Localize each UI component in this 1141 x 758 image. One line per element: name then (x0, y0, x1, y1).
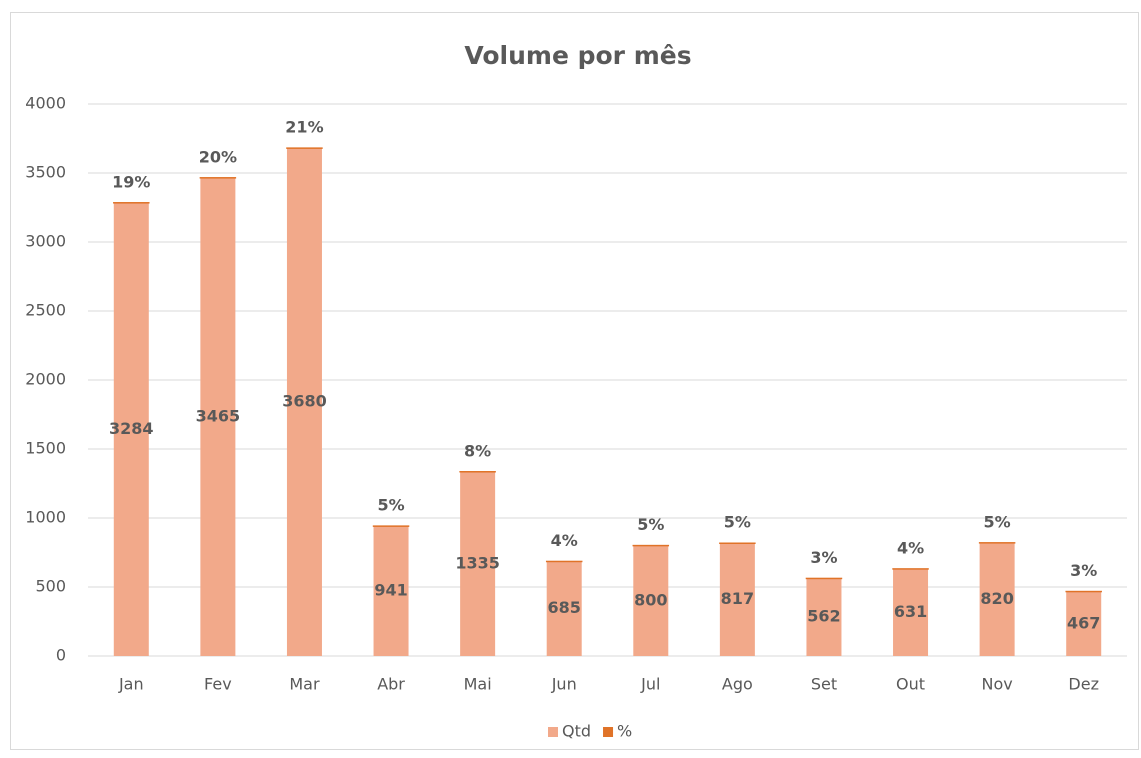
data-label: 800 (634, 590, 667, 609)
x-tick-label: Mar (289, 675, 320, 694)
data-label: 631 (894, 602, 927, 621)
bar-segment (546, 561, 582, 656)
data-label: 8% (464, 441, 491, 460)
bar-segment (719, 543, 755, 656)
data-label: 5% (637, 515, 664, 534)
bar-segment (633, 545, 669, 656)
x-tick-label: Out (896, 675, 925, 694)
data-label: 3284 (109, 419, 154, 438)
y-tick-label: 1500 (25, 439, 66, 458)
legend-swatch (603, 727, 614, 737)
x-tick-label: Ago (722, 675, 753, 694)
x-tick-label: Abr (377, 675, 405, 694)
data-label: 562 (807, 607, 840, 626)
bar-segment (893, 568, 929, 656)
data-label: 820 (980, 589, 1013, 608)
data-label: 685 (548, 598, 581, 617)
data-label: 467 (1067, 613, 1100, 632)
x-tick-label: Mai (464, 675, 492, 694)
data-label: 19% (112, 172, 150, 191)
bar-segment (286, 148, 322, 656)
data-label: 3% (1070, 561, 1097, 580)
bar-segment (460, 471, 496, 656)
data-label: 21% (285, 118, 323, 137)
data-label: 20% (199, 147, 237, 166)
y-tick-label: 0 (56, 646, 66, 665)
data-label: 1335 (455, 553, 500, 572)
data-label: 5% (724, 513, 751, 532)
legend-label: Qtd (562, 722, 591, 741)
data-label: 3680 (282, 392, 327, 411)
bar-segment (1066, 591, 1102, 656)
chart-title: Volume por mês (464, 41, 691, 70)
y-tick-label: 2000 (25, 370, 66, 389)
x-tick-label: Set (811, 675, 837, 694)
x-tick-label: Dez (1068, 675, 1099, 694)
x-tick-label: Jun (551, 675, 577, 694)
data-label: 941 (374, 581, 407, 600)
x-tick-label: Nov (982, 675, 1013, 694)
y-tick-label: 4000 (25, 94, 66, 113)
y-tick-label: 1000 (25, 508, 66, 527)
data-label: 3% (810, 548, 837, 567)
data-label: 3465 (196, 406, 241, 425)
x-tick-label: Fev (204, 675, 232, 694)
y-tick-label: 3500 (25, 163, 66, 182)
bar-segment (113, 202, 149, 657)
bar-segment (373, 526, 409, 656)
data-label: 5% (984, 512, 1011, 531)
legend-label: % (617, 722, 632, 741)
y-tick-label: 2500 (25, 301, 66, 320)
x-tick-label: Jan (118, 675, 144, 694)
y-tick-label: 3000 (25, 232, 66, 251)
data-label: 5% (377, 496, 404, 515)
bar-segment (979, 542, 1015, 656)
data-label: 4% (897, 538, 924, 557)
data-label: 4% (551, 531, 578, 550)
x-tick-label: Jul (640, 675, 660, 694)
bar-segment (200, 177, 236, 656)
legend-swatch (548, 727, 558, 737)
data-label: 817 (721, 589, 754, 608)
bar-segment (806, 578, 842, 656)
y-tick-label: 500 (35, 577, 66, 596)
